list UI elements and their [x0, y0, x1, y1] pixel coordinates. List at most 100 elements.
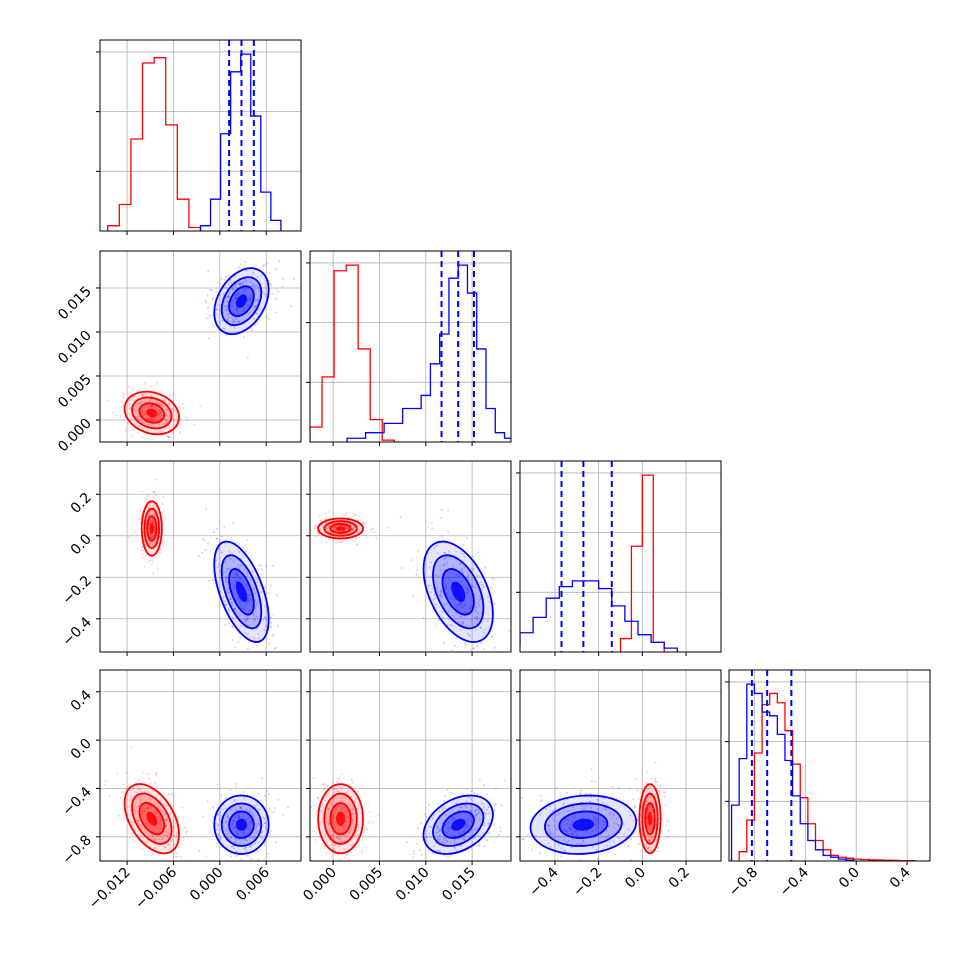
sample-point [490, 587, 493, 590]
sample-point [147, 506, 150, 509]
sample-point [251, 292, 254, 295]
sample-point [146, 806, 149, 809]
sample-point [139, 824, 142, 827]
sample-point [226, 567, 229, 570]
sample-point [164, 812, 167, 815]
sample-point [235, 297, 238, 300]
sample-point [617, 787, 620, 790]
panel-2-1 [306, 460, 512, 656]
sample-point [273, 647, 276, 650]
sample-point [481, 584, 484, 587]
sample-point [465, 800, 468, 803]
sample-point [241, 310, 244, 313]
sample-point [328, 823, 331, 826]
sample-point [659, 784, 662, 787]
sample-point [538, 852, 541, 855]
sample-point [431, 527, 434, 530]
sample-point [166, 819, 169, 822]
sample-point [332, 848, 335, 851]
sample-point [225, 313, 228, 316]
sample-point [491, 577, 494, 580]
sample-point [437, 619, 440, 622]
sample-point [253, 619, 256, 622]
sample-point [223, 305, 226, 308]
sample-point [352, 825, 355, 828]
sample-point [140, 401, 143, 404]
sample-point [235, 296, 238, 299]
y-tick-label: 0.4 [68, 687, 95, 714]
sample-point [162, 814, 165, 817]
sample-point [250, 865, 252, 867]
sample-point [260, 590, 263, 593]
sample-point [483, 631, 486, 634]
sample-point [469, 605, 472, 608]
sample-point [233, 275, 236, 278]
sample-point [148, 522, 151, 525]
sample-point [237, 576, 240, 579]
sample-point [483, 648, 486, 651]
sample-point [149, 782, 152, 785]
sample-point [240, 858, 243, 861]
sample-point [586, 830, 589, 833]
sample-point [646, 824, 649, 827]
sample-point [134, 404, 137, 407]
sample-point [648, 845, 651, 848]
sample-point [169, 840, 172, 843]
sample-point [137, 823, 140, 826]
sample-point [371, 527, 374, 530]
sample-point [337, 828, 340, 831]
sample-point [262, 816, 265, 819]
sample-point [438, 564, 441, 567]
sample-point [484, 566, 487, 569]
sample-point [545, 823, 548, 826]
sample-point [232, 320, 235, 323]
sample-point [232, 845, 235, 848]
sample-point [437, 849, 440, 852]
sample-point [150, 537, 153, 540]
sample-point [143, 809, 146, 812]
sample-point [344, 511, 347, 514]
panel-frame [99, 39, 302, 232]
sample-point [246, 647, 249, 650]
sample-point [461, 621, 464, 624]
sample-point [225, 305, 228, 308]
sample-point [438, 830, 441, 833]
sample-point [231, 616, 234, 619]
density-contour [146, 811, 158, 826]
sample-point [453, 846, 456, 849]
panel-2-0: −0.4−0.20.00.2 [59, 460, 302, 656]
sample-point [459, 602, 462, 605]
sample-point [648, 805, 651, 808]
sample-point [440, 590, 443, 593]
sample-point [157, 803, 160, 806]
sample-point [477, 602, 480, 605]
sample-point [216, 844, 219, 847]
sample-point [123, 393, 126, 396]
sample-point [242, 604, 245, 607]
sample-point [151, 559, 154, 562]
sample-point [238, 601, 241, 604]
y-tick-label: −0.4 [59, 784, 94, 819]
sample-point [239, 636, 242, 639]
x-tick-label: 0.005 [347, 865, 387, 905]
sample-point [159, 809, 162, 812]
sample-point [422, 616, 425, 619]
sample-point [152, 504, 155, 507]
sample-point [330, 781, 333, 784]
sample-point [346, 815, 349, 818]
sample-point [646, 823, 649, 826]
sample-point [458, 603, 461, 606]
sample-point [139, 797, 142, 800]
sample-point [255, 825, 258, 828]
sample-point [648, 804, 651, 807]
sample-point [193, 423, 196, 426]
sample-point [441, 808, 444, 811]
sample-point [432, 814, 435, 817]
sample-point [443, 568, 446, 571]
sample-point [139, 788, 142, 791]
sample-point [333, 525, 336, 528]
sample-point [476, 834, 479, 837]
sample-point [341, 828, 344, 831]
sample-point [560, 847, 563, 850]
sample-point [463, 566, 466, 569]
